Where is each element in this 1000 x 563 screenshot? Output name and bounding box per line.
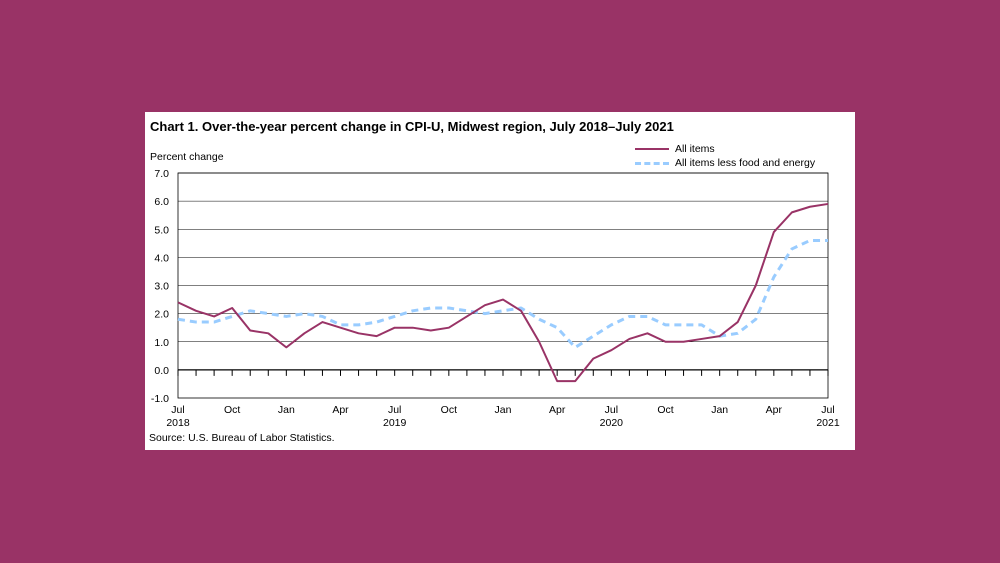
- series-line-core: [177, 239, 828, 349]
- x-tick-year: 2021: [816, 417, 840, 429]
- x-tick-label: Jan: [495, 404, 512, 416]
- x-tick-label: Oct: [657, 404, 673, 416]
- legend-swatch-core: [635, 161, 669, 165]
- plot-border: [177, 172, 829, 399]
- legend-item-all-items: All items: [635, 142, 815, 156]
- x-tick-label: Jul: [171, 404, 184, 416]
- y-tick-label: 1.0: [154, 337, 169, 349]
- source-note: Source: U.S. Bureau of Labor Statistics.: [149, 432, 335, 444]
- legend-item-core: All items less food and energy: [635, 156, 815, 170]
- x-tick-label: Oct: [441, 404, 457, 416]
- x-tick-label: Jan: [278, 404, 295, 416]
- y-tick-label: 6.0: [154, 196, 169, 208]
- legend-swatch-all-items: [635, 148, 669, 150]
- x-tick-year: 2020: [600, 417, 624, 429]
- x-tick-year: 2019: [383, 417, 407, 429]
- x-tick-label: Jan: [711, 404, 728, 416]
- legend-label-all-items: All items: [675, 143, 715, 155]
- legend: All items All items less food and energy: [635, 142, 815, 170]
- x-tick-label: Jul: [605, 404, 618, 416]
- x-tick-label: Apr: [332, 404, 349, 416]
- y-tick-label: 0.0: [154, 365, 169, 377]
- x-tick-label: Apr: [549, 404, 566, 416]
- y-tick-label: 4.0: [154, 252, 169, 264]
- series-line-all-items: [177, 202, 829, 383]
- y-tick-label: -1.0: [151, 393, 169, 405]
- x-tick-label: Oct: [224, 404, 240, 416]
- legend-label-core: All items less food and energy: [675, 157, 816, 169]
- x-tick-label: Jul: [821, 404, 834, 416]
- x-tick-label: Apr: [766, 404, 783, 416]
- y-tick-label: 5.0: [154, 224, 169, 236]
- x-tick-year: 2018: [166, 417, 190, 429]
- y-axis-label: Percent change: [150, 151, 224, 163]
- x-tick-label: Jul: [388, 404, 401, 416]
- chart-title: Chart 1. Over-the-year percent change in…: [150, 119, 674, 134]
- y-tick-label: 2.0: [154, 309, 169, 321]
- y-tick-label: 3.0: [154, 281, 169, 293]
- y-tick-label: 7.0: [154, 168, 169, 180]
- chart-card: Chart 1. Over-the-year percent change in…: [145, 112, 855, 450]
